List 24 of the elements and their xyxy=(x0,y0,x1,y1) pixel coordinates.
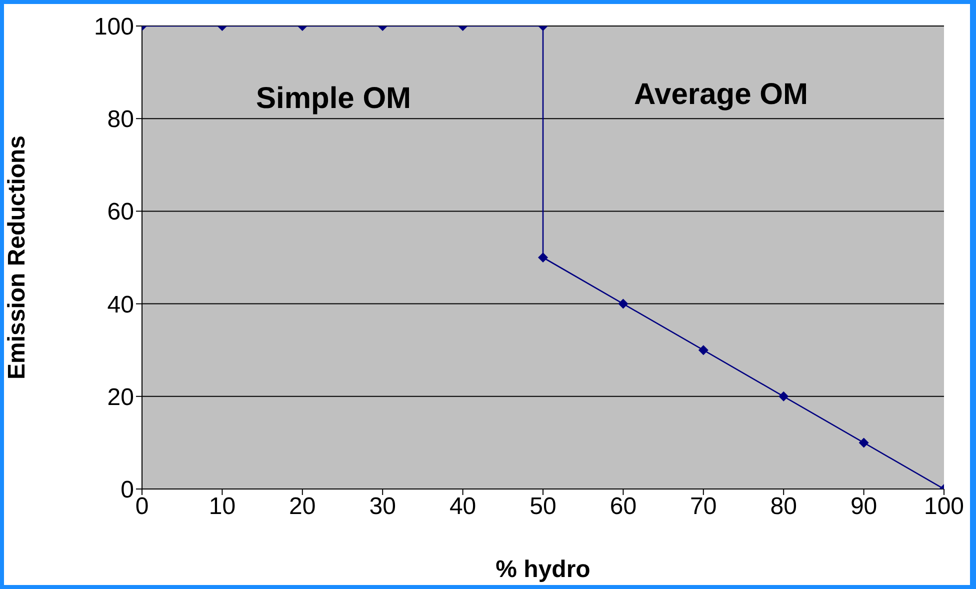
x-tick-label: 100 xyxy=(924,493,964,520)
x-tick-label: 30 xyxy=(369,493,396,520)
x-tick-label: 20 xyxy=(289,493,316,520)
point xyxy=(778,391,789,402)
y-axis-title: Emission Reductions xyxy=(4,135,31,380)
y-tick-label: 40 xyxy=(107,291,134,318)
point xyxy=(538,252,548,262)
y-tick-label: 60 xyxy=(107,198,134,226)
x-tick-label: 90 xyxy=(850,493,878,520)
x-tick-label: 50 xyxy=(530,493,556,520)
x-axis-title: % hydro xyxy=(496,556,590,583)
y-tick-label: 20 xyxy=(107,384,134,411)
y-tick-label: 100 xyxy=(94,14,134,41)
y-tick-label: 80 xyxy=(107,106,134,134)
annotation: Simple OM xyxy=(256,82,412,116)
x-tick-label: 70 xyxy=(690,493,717,520)
x-tick-label: 80 xyxy=(770,493,797,520)
x-tick-label: 40 xyxy=(449,493,476,520)
annotation: Average OM xyxy=(634,78,808,112)
point xyxy=(698,345,708,356)
x-tick-label: 10 xyxy=(208,493,236,520)
point xyxy=(618,298,628,309)
x-tick-label: 60 xyxy=(610,493,637,520)
point xyxy=(858,438,869,448)
